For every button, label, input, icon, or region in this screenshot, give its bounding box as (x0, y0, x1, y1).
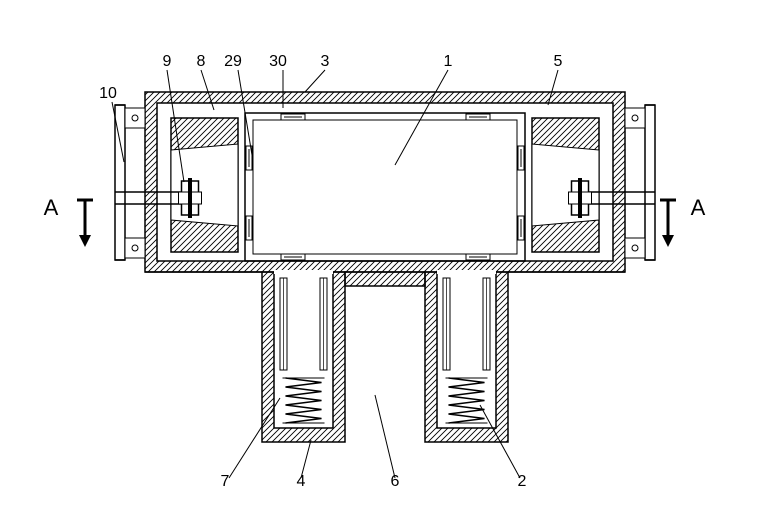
left-hub-pin (188, 178, 192, 218)
leader-3 (305, 70, 325, 92)
section-letter: A (691, 195, 706, 220)
right-flange (645, 105, 655, 260)
cavity-inner (253, 120, 517, 254)
leader-1 (395, 70, 448, 165)
leader-6 (375, 395, 395, 478)
bridge (345, 272, 425, 286)
label-8: 8 (197, 53, 206, 70)
label-30: 30 (269, 53, 287, 70)
left-bracket-top (125, 108, 145, 128)
leader-8 (201, 70, 214, 110)
label-9: 9 (163, 53, 172, 70)
right-bracket-bot (625, 238, 645, 258)
left-bracket-bot (125, 238, 145, 258)
label-6: 6 (391, 473, 400, 490)
section-arrow (79, 235, 91, 247)
label-29: 29 (224, 53, 242, 70)
section-letter: A (44, 195, 59, 220)
label-7: 7 (221, 473, 230, 490)
left-flange (115, 105, 125, 260)
right-hub-pin (578, 178, 582, 218)
right-bracket-top (625, 108, 645, 128)
right-leg-spring (449, 378, 485, 423)
label-2: 2 (518, 473, 527, 490)
cavity-outer (245, 113, 525, 261)
engineering-diagram: 1 3 5 8 9 10 29 30 2 4 6 7 A A (0, 0, 767, 524)
section-arrow (662, 235, 674, 247)
label-10: 10 (99, 85, 117, 102)
label-5: 5 (554, 53, 563, 70)
label-1: 1 (444, 53, 453, 70)
label-3: 3 (321, 53, 330, 70)
left-leg-spring (286, 378, 322, 423)
label-4: 4 (297, 473, 306, 490)
